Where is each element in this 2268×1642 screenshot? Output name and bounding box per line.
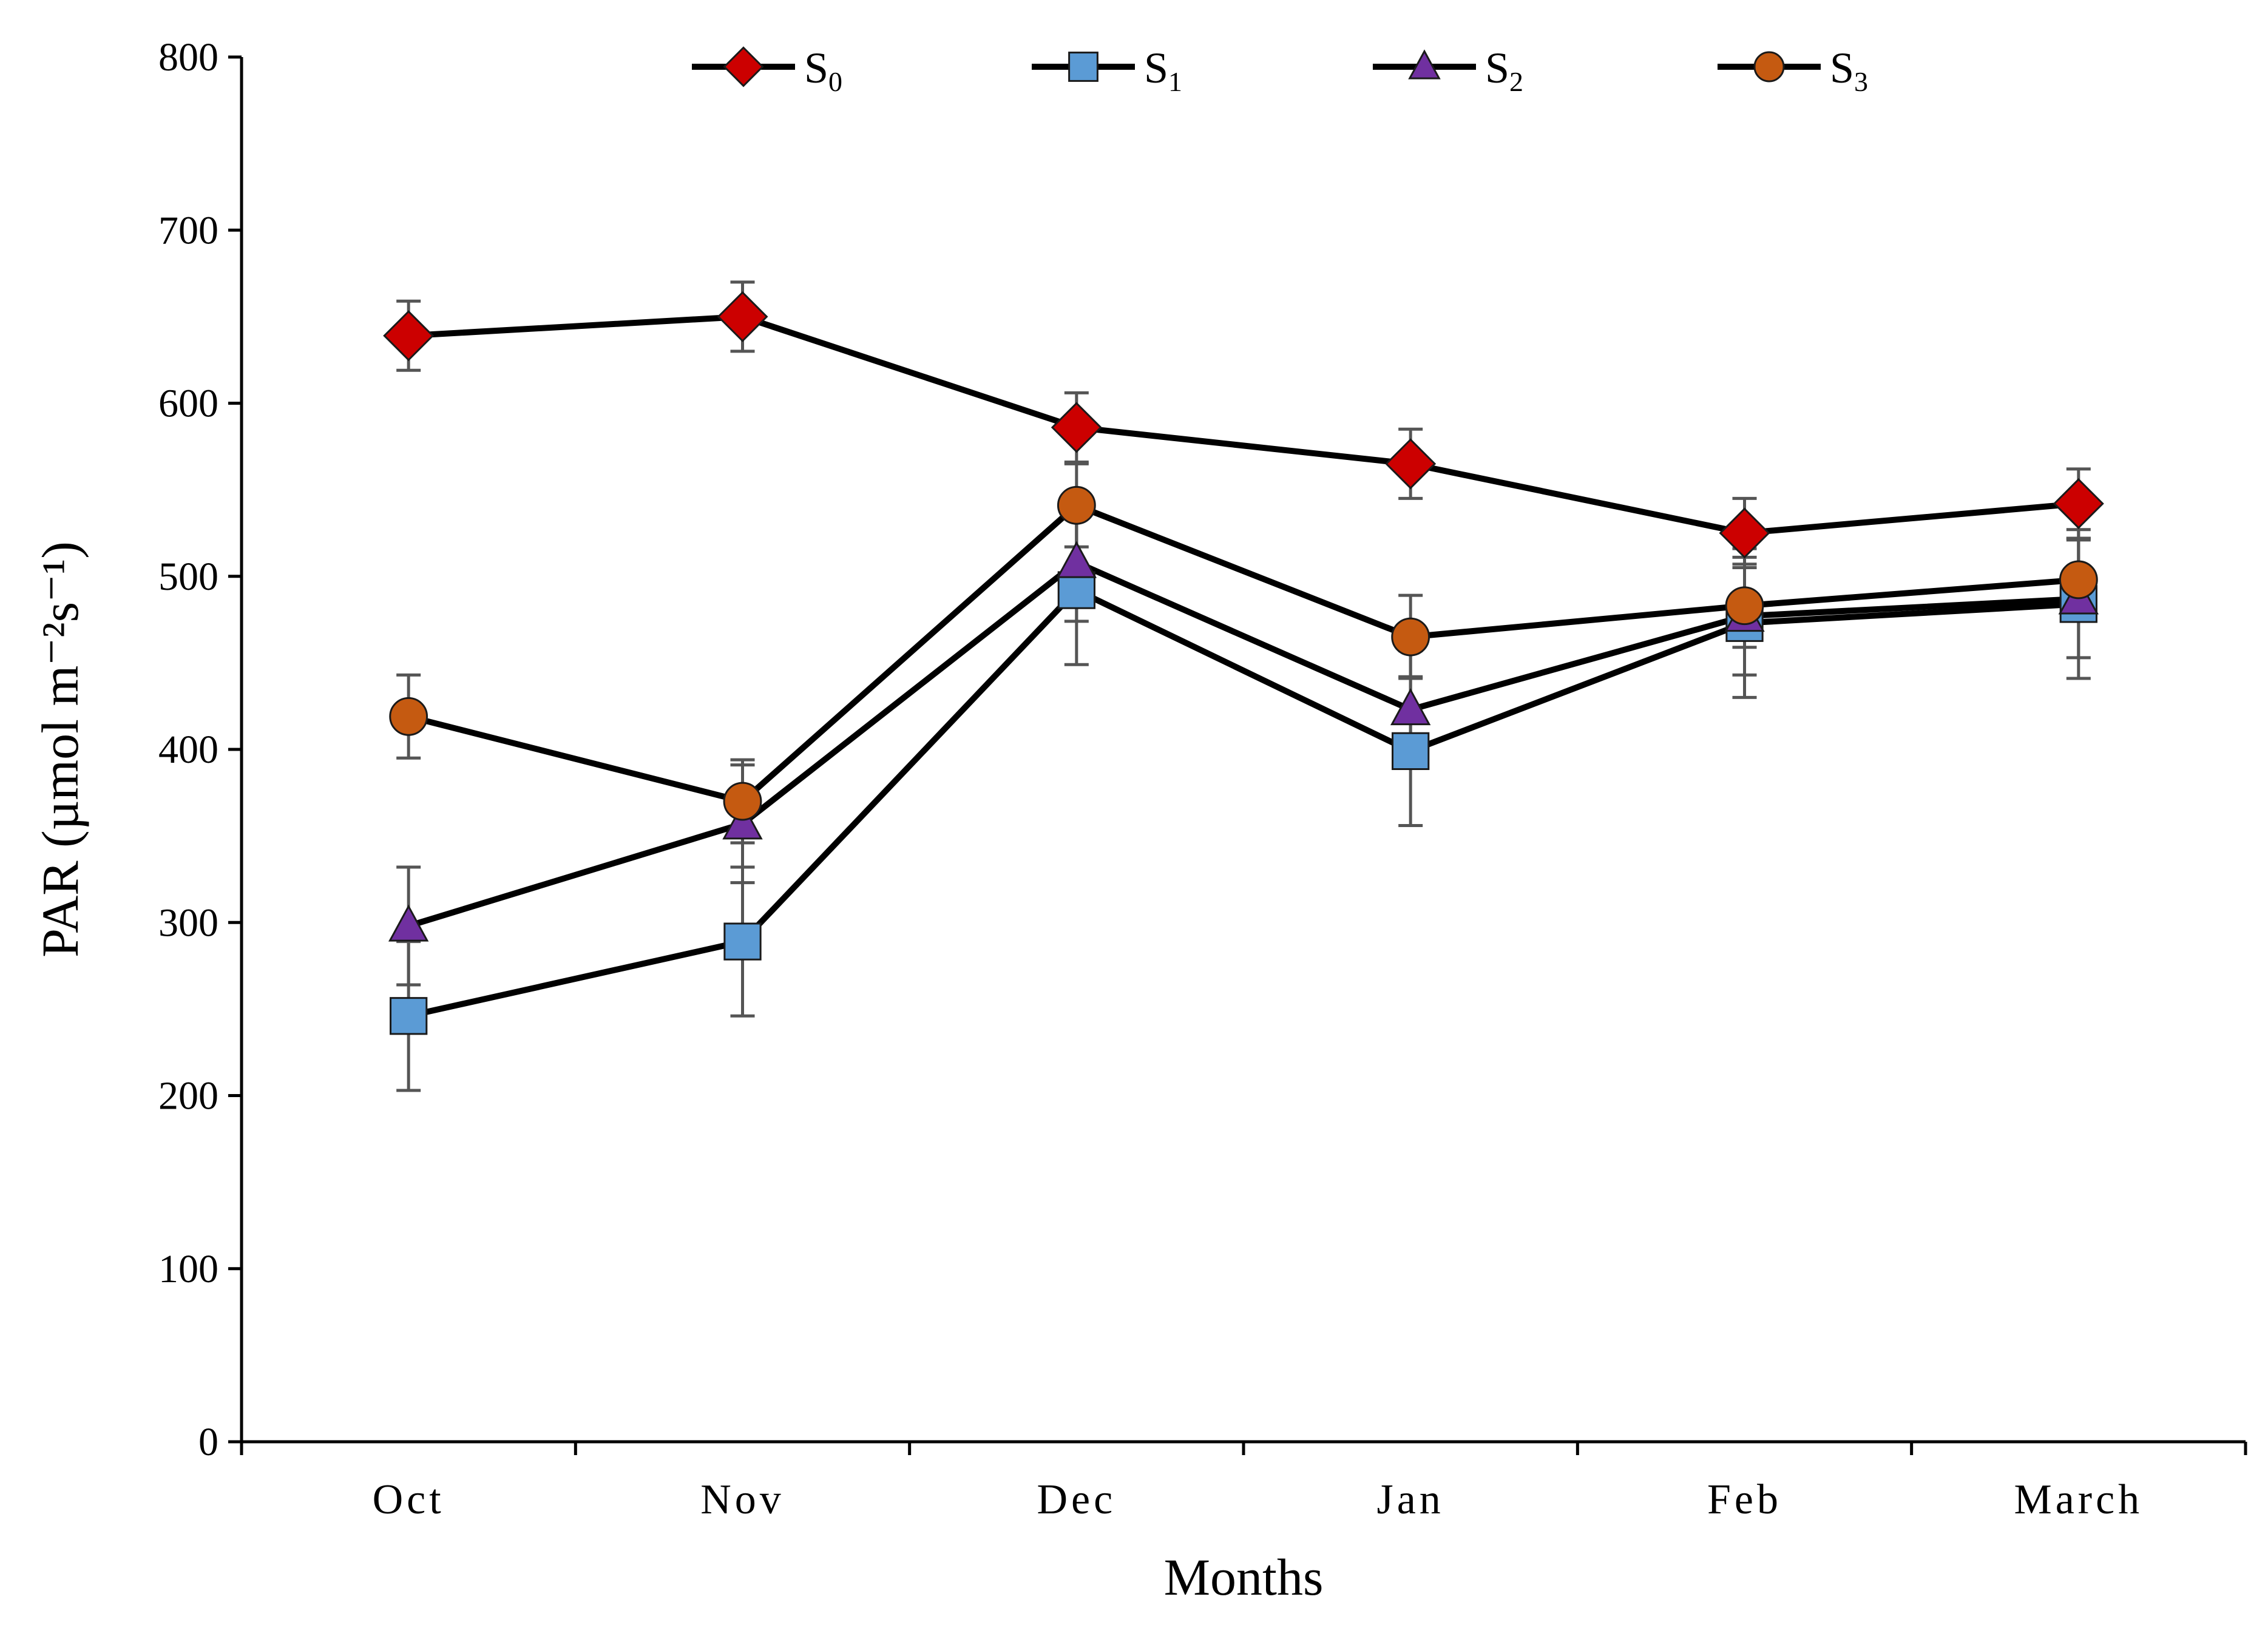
data-point-S0 [1385, 438, 1437, 490]
legend-label-subscript: 0 [828, 66, 842, 97]
y-tick-label: 200 [158, 1074, 218, 1118]
data-point-S2 [722, 802, 763, 840]
data-point-S2 [388, 904, 429, 942]
x-tick-label: Feb [1707, 1476, 1782, 1523]
legend-label: S1 [1144, 44, 1182, 97]
data-point-S3 [2059, 560, 2098, 600]
y-tick-label: 300 [158, 900, 218, 945]
data-point-S3 [723, 782, 762, 821]
series-line-S3 [407, 502, 2079, 805]
y-tick-label: 700 [158, 208, 218, 252]
legend: S0 S1 S2 S3 [692, 44, 1868, 97]
series-lines [407, 313, 2079, 1019]
legend-entry-S3: S3 [1718, 44, 1868, 97]
x-tick-label: Oct [373, 1476, 445, 1523]
data-point-S0 [717, 291, 768, 342]
legend-label-base: S [1144, 44, 1168, 92]
data-point-S2 [1390, 688, 1431, 726]
data-point-S1 [723, 922, 762, 961]
y-tick-label: 800 [158, 35, 218, 79]
legend-marker [1753, 51, 1785, 83]
legend-label: S0 [804, 44, 842, 97]
axis-labels: 0 100 200 300 400 500 600 700 800 Oct Nov Dec Jan Feb… [31, 35, 2143, 1606]
y-tick-label: 0 [198, 1420, 218, 1464]
data-point-S3 [1057, 485, 1096, 525]
y-tick-label: 100 [158, 1247, 218, 1291]
data-point-S1 [390, 997, 428, 1035]
legend-label: S2 [1485, 44, 1523, 97]
data-point-S0 [383, 310, 435, 362]
legend-label-subscript: 1 [1168, 66, 1182, 97]
x-tick-label: Nov [700, 1476, 785, 1523]
series-markers [383, 291, 2104, 1035]
legend-label-subscript: 2 [1509, 66, 1523, 97]
legend-label-base: S [1485, 44, 1509, 92]
x-tick-label: March [2014, 1476, 2143, 1523]
y-axis-title: PAR (µmol m⁻²s⁻¹) [31, 541, 89, 958]
y-tick-label: 600 [158, 382, 218, 426]
data-point-S3 [1391, 617, 1430, 657]
legend-marker [723, 46, 764, 87]
data-point-S0 [2053, 478, 2104, 529]
data-point-S0 [1719, 507, 1770, 559]
series-line-S1 [408, 587, 2079, 1019]
y-tick-label: 500 [158, 555, 218, 599]
y-tick-label: 400 [158, 728, 218, 772]
legend-entry-S0: S0 [692, 44, 842, 97]
data-point-S0 [1051, 402, 1102, 453]
x-tick-label: Jan [1377, 1476, 1444, 1523]
legend-entry-S1: S1 [1032, 44, 1182, 97]
data-point-S3 [1725, 586, 1764, 626]
legend-label-base: S [1830, 44, 1854, 92]
legend-entry-S2: S2 [1373, 44, 1523, 97]
series-line-S0 [408, 313, 2079, 536]
x-tick-label: Dec [1037, 1476, 1116, 1523]
data-point-S2 [1056, 541, 1097, 578]
series-line-S2 [407, 559, 2079, 929]
x-axis-title: Months [1164, 1548, 1324, 1606]
legend-label-base: S [804, 44, 828, 92]
legend-marker [1408, 49, 1441, 79]
data-point-S1 [1392, 732, 1430, 770]
legend-label: S3 [1830, 44, 1868, 97]
error-bars [396, 280, 2091, 1092]
data-point-S3 [389, 697, 428, 736]
legend-marker [1068, 52, 1098, 82]
legend-label-subscript: 3 [1854, 66, 1868, 97]
axes [228, 55, 2247, 1455]
